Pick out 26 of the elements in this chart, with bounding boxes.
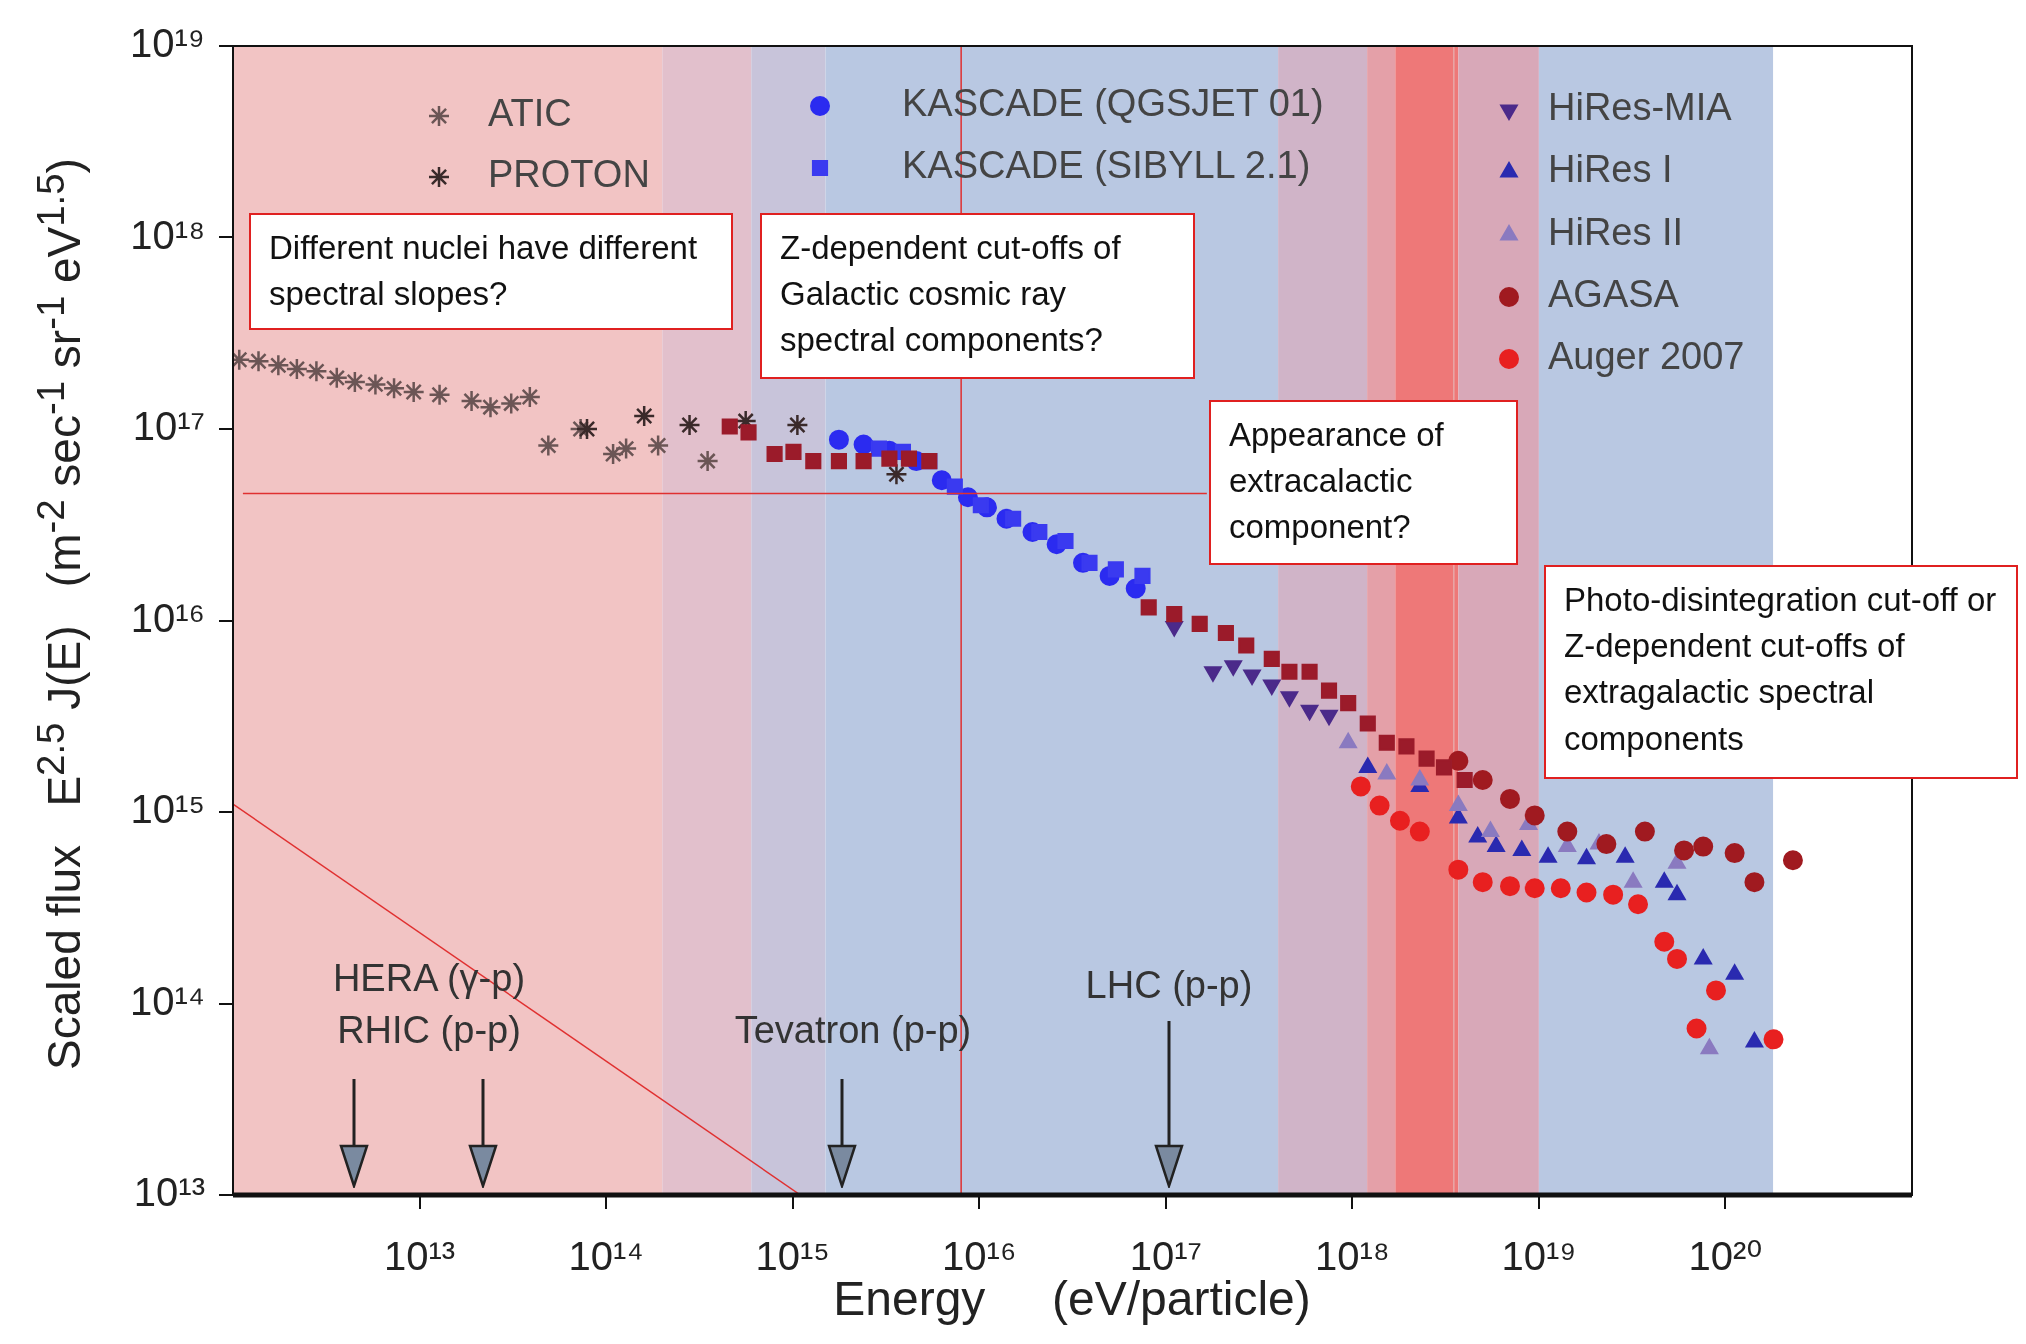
legend-label: Auger 2007 — [1548, 335, 1745, 378]
y-tick-label: 10¹⁸ — [130, 212, 205, 257]
annotation: Z-dependent cut-offs of Galactic cosmic ray spectral components? — [760, 213, 1195, 379]
x-tick-label: 10¹⁵ — [755, 1234, 830, 1279]
x-tick-label: 10¹³ — [383, 1234, 456, 1279]
y-tick-label: 10¹⁵ — [130, 787, 205, 832]
x-tick-label: 10¹⁹ — [1501, 1234, 1577, 1279]
annotation: Photo-disintegration cut-off or Z-dependent cut-offs of extragalactic spectral components — [1544, 565, 2018, 779]
annotation: LHC (p-p) — [1085, 963, 1253, 1007]
x-tick-label: 10¹⁴ — [568, 1234, 644, 1279]
x-tick-label: 10¹⁸ — [1314, 1234, 1390, 1279]
y-tick-label: 10¹⁷ — [132, 404, 205, 449]
y-tick-label: 10¹⁴ — [130, 978, 205, 1023]
annotation: RHIC (p-p) — [337, 1008, 521, 1052]
x-tick-label: 10²⁰ — [1688, 1234, 1763, 1279]
legend-label: HiRes II — [1548, 211, 1684, 254]
y-tick-label: 10¹⁶ — [130, 595, 205, 640]
annotation: Appearance of extracalactic component? — [1209, 400, 1518, 565]
legend-label: ATIC — [488, 92, 572, 135]
legend-label: AGASA — [1548, 273, 1680, 316]
y-tick-label: 10¹³ — [133, 1170, 205, 1215]
legend-label: HiRes-MIA — [1548, 86, 1733, 129]
legend-label: HiRes I — [1548, 148, 1673, 191]
annotation: Different nuclei have different spectral slopes? — [249, 213, 733, 330]
legend-label: PROTON — [488, 153, 650, 196]
y-tick-label: 10¹⁹ — [130, 21, 205, 66]
